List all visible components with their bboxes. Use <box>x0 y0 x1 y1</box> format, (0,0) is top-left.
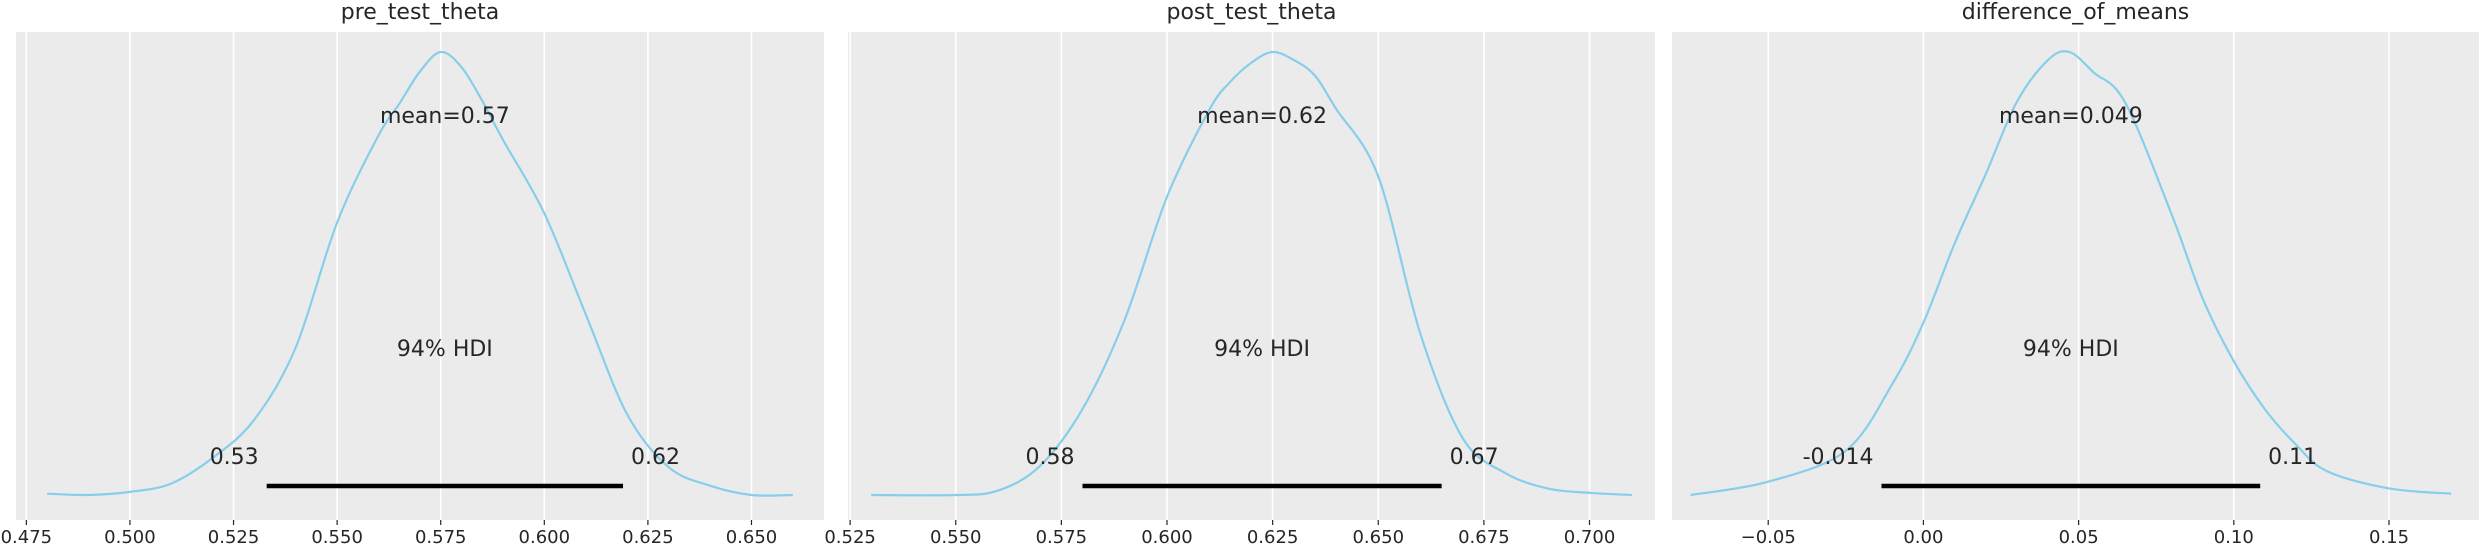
plot-area-background <box>1672 32 2479 520</box>
x-tick-label: 0.525 <box>824 527 876 548</box>
mean-label: mean=0.62 <box>1197 104 1327 129</box>
x-tick-label: 0.550 <box>311 527 363 548</box>
panel-title: post_test_theta <box>1167 0 1337 25</box>
hdi-label: 94% HDI <box>2023 337 2119 362</box>
mean-label: mean=0.57 <box>380 104 510 129</box>
x-tick-label: 0.475 <box>1 527 53 548</box>
x-tick-label: 0.500 <box>104 527 156 548</box>
x-tick-label: 0.675 <box>1458 527 1510 548</box>
x-tick-label: 0.575 <box>415 527 467 548</box>
hdi-label: 94% HDI <box>1214 337 1310 362</box>
x-tick-label: 0.05 <box>2059 527 2099 548</box>
hdi-label: 94% HDI <box>397 337 493 362</box>
subplot-3: −0.05 0.00 0.05 0.10 0.15 difference_of_means… <box>1672 0 2479 548</box>
x-tick-label: −0.05 <box>1741 527 1796 548</box>
hdi-lower-label: 0.53 <box>210 445 259 470</box>
x-tick-label: 0.550 <box>930 527 982 548</box>
subplot-1: 0.475 0.500 0.525 0.550 0.575 0.600 0.625 0.650… <box>1 0 824 548</box>
panel-title: difference_of_means <box>1962 0 2190 25</box>
plot-area-background <box>16 32 824 520</box>
mean-label: mean=0.049 <box>1999 104 2143 129</box>
x-tick-label: 0.575 <box>1036 527 1088 548</box>
plot-area-background <box>848 32 1655 520</box>
hdi-lower-label: 0.58 <box>1026 445 1075 470</box>
hdi-lower-label: -0.014 <box>1803 445 1874 470</box>
x-tick-label: 0.525 <box>208 527 260 548</box>
posterior-density-line <box>1690 50 2452 497</box>
x-tick-label: 0.650 <box>726 527 778 548</box>
x-tick-label: 0.625 <box>622 527 674 548</box>
x-tick-label: 0.10 <box>2214 527 2254 548</box>
x-tick-label: 0.600 <box>519 527 571 548</box>
x-tick-label: 0.600 <box>1141 527 1193 548</box>
subplot-2: 0.525 0.550 0.575 0.600 0.625 0.650 0.675 0.700… <box>824 0 1655 548</box>
posterior-density-line <box>871 50 1632 497</box>
x-tick-label: 0.650 <box>1352 527 1404 548</box>
posterior-density-line <box>47 50 793 497</box>
x-tick-label: 0.00 <box>1903 527 1943 548</box>
x-tick-label: 0.15 <box>2369 527 2409 548</box>
x-tick-label: 0.700 <box>1564 527 1616 548</box>
x-tick-label: 0.625 <box>1247 527 1299 548</box>
hdi-upper-label: 0.67 <box>1450 445 1499 470</box>
hdi-upper-label: 0.62 <box>631 445 680 470</box>
panel-title: pre_test_theta <box>341 0 500 25</box>
hdi-upper-label: 0.11 <box>2268 445 2317 470</box>
